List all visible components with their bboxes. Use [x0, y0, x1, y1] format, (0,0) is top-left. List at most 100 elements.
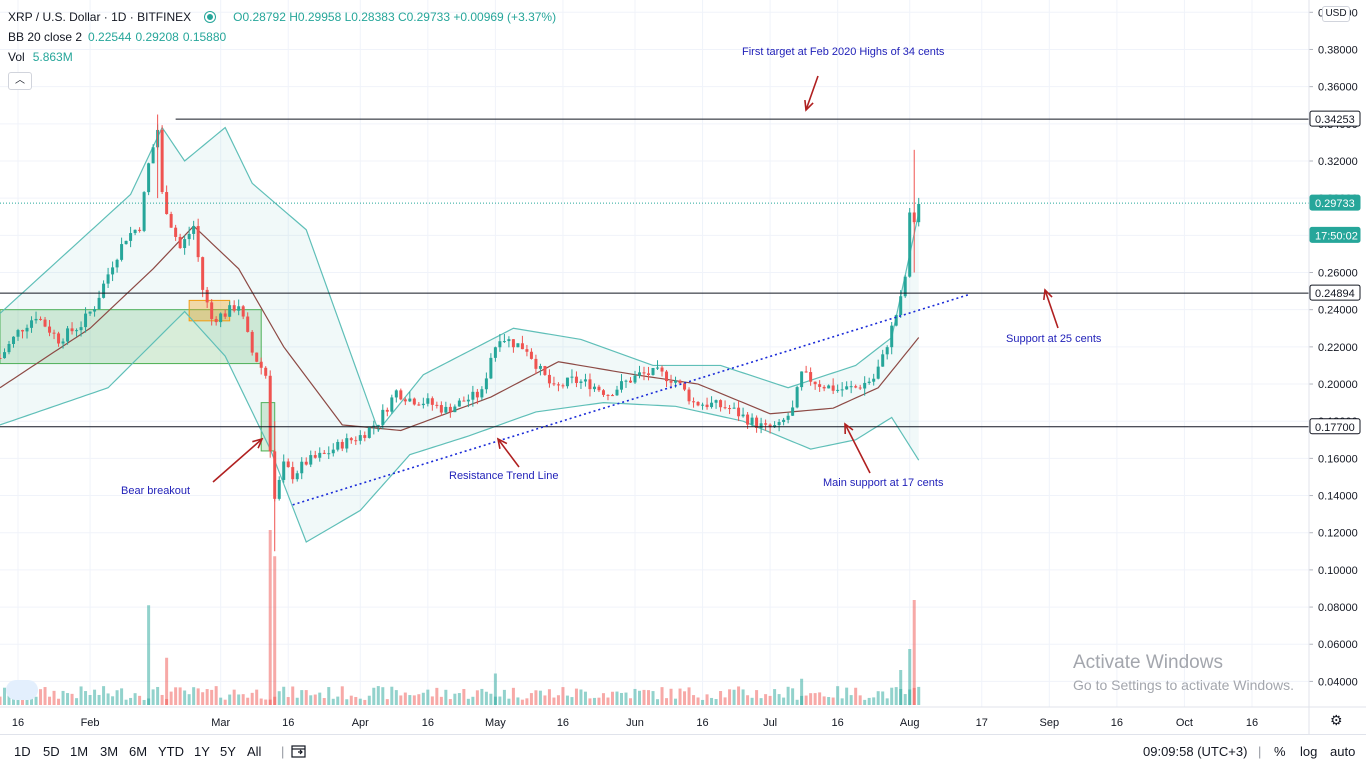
price-chart[interactable]: First target at Feb 2020 Highs of 34 cen… [0, 0, 1366, 734]
range-6m-button[interactable]: 6M [129, 744, 148, 759]
volume-bar [219, 697, 223, 705]
annotation-support-25: Support at 25 cents [1006, 333, 1102, 345]
range-1m-button[interactable]: 1M [70, 744, 89, 759]
volume-bar [367, 695, 371, 705]
candle-body [133, 229, 137, 234]
volume-bar [111, 696, 115, 705]
candle-body [367, 427, 371, 438]
candle-body [583, 379, 587, 382]
volume-bar [822, 696, 826, 705]
price-label-text: 0.17700 [1315, 422, 1355, 434]
candle-body [178, 236, 182, 249]
candle-body [264, 367, 268, 376]
log-scale-button[interactable]: log [1300, 744, 1318, 759]
candle-body [570, 376, 574, 378]
volume-bar [61, 690, 65, 705]
range-5d-button[interactable]: 5D [43, 744, 60, 759]
x-tick-label: 16 [282, 717, 294, 729]
volume-label: Vol [8, 50, 25, 64]
price-label: 17:50:02 [1309, 226, 1361, 243]
candle-body [719, 400, 723, 408]
price-label: 0.24894 [1309, 284, 1361, 301]
candle-body [692, 401, 696, 403]
volume-bar [403, 692, 407, 705]
candle-body [0, 358, 2, 360]
price-label-box [1309, 226, 1361, 243]
volume-bar [624, 692, 628, 705]
candle-body [399, 390, 403, 400]
candle-body [268, 375, 272, 452]
volume-bar [714, 699, 718, 705]
volume-bar [556, 695, 560, 705]
candle-body [687, 389, 691, 402]
volume-bar [417, 694, 421, 705]
collapse-legend-button[interactable]: ︿ [8, 72, 32, 90]
volume-bar [872, 697, 876, 705]
chart-legend-volume[interactable]: Vol 5.863M [8, 50, 77, 64]
candle-body [12, 336, 16, 344]
volume-bar [138, 695, 142, 705]
candle-body [525, 349, 529, 352]
chart-legend-bb[interactable]: BB 20 close 2 0.22544 0.29208 0.15880 [8, 30, 230, 44]
arrow-resistance-head [496, 437, 508, 449]
volume-bar [782, 697, 786, 705]
range-3m-button[interactable]: 3M [100, 744, 119, 759]
candle-body [21, 330, 25, 332]
volume-bar [696, 697, 700, 705]
volume-bar [534, 690, 538, 705]
candle-body [304, 461, 308, 465]
volume-bar [750, 697, 754, 705]
volume-bar [327, 687, 331, 705]
volume-bar [741, 689, 745, 705]
volume-bar [845, 687, 849, 705]
currency-button[interactable]: USD [1322, 6, 1350, 22]
tradingview-logo-icon [6, 680, 38, 700]
range-1y-button[interactable]: 1Y [194, 744, 210, 759]
date-range-icon[interactable] [291, 744, 306, 761]
clock-time[interactable]: 09:09:58 (UTC+3) [1143, 744, 1248, 759]
candle-body [3, 352, 7, 359]
volume-bar [917, 686, 921, 705]
candle-body [111, 267, 115, 275]
volume-bar [372, 687, 376, 705]
candle-body [201, 257, 205, 290]
candle-body [759, 423, 763, 429]
y-tick-label: 0.16000 [1318, 453, 1358, 465]
candle-body [453, 406, 457, 413]
volume-bar [304, 690, 308, 705]
symbol-title[interactable]: XRP / U.S. Dollar · 1D · BITFINEX [8, 10, 192, 24]
volume-bar [349, 695, 353, 705]
price-label-box [1309, 194, 1361, 211]
candle-body [746, 414, 750, 425]
volume-spike [268, 530, 272, 705]
range-ytd-button[interactable]: YTD [158, 744, 184, 759]
volume-bar [597, 697, 601, 705]
price-label-box [1309, 418, 1361, 435]
volume-bar [674, 698, 678, 705]
candle-body [340, 441, 344, 449]
y-tick-label: 0.26000 [1318, 268, 1358, 280]
volume-bar [426, 689, 430, 705]
volume-bar [70, 693, 74, 705]
percent-scale-button[interactable]: % [1274, 744, 1286, 759]
range-5y-button[interactable]: 5Y [220, 744, 236, 759]
volume-bar [43, 687, 47, 705]
annotation-resistance: Resistance Trend Line [449, 470, 558, 482]
volume-bar [849, 695, 853, 705]
volume-bar [809, 693, 813, 705]
volume-bar [475, 690, 479, 705]
volume-bar [66, 693, 70, 705]
candle-body [606, 394, 610, 396]
volume-bar [543, 695, 547, 705]
auto-scale-button[interactable]: auto [1330, 744, 1356, 759]
candle-body [610, 395, 614, 397]
candle-body [813, 381, 817, 385]
price-label-text: 0.24894 [1315, 288, 1355, 300]
candle-body [701, 404, 705, 406]
annotation-first-target: First target at Feb 2020 Highs of 34 cen… [742, 46, 945, 58]
gear-icon[interactable]: ⚙ [1330, 712, 1343, 728]
range-1d-button[interactable]: 1D [14, 744, 31, 759]
volume-bar [354, 696, 358, 705]
candle-body [457, 400, 461, 407]
range-all-button[interactable]: All [247, 744, 262, 759]
